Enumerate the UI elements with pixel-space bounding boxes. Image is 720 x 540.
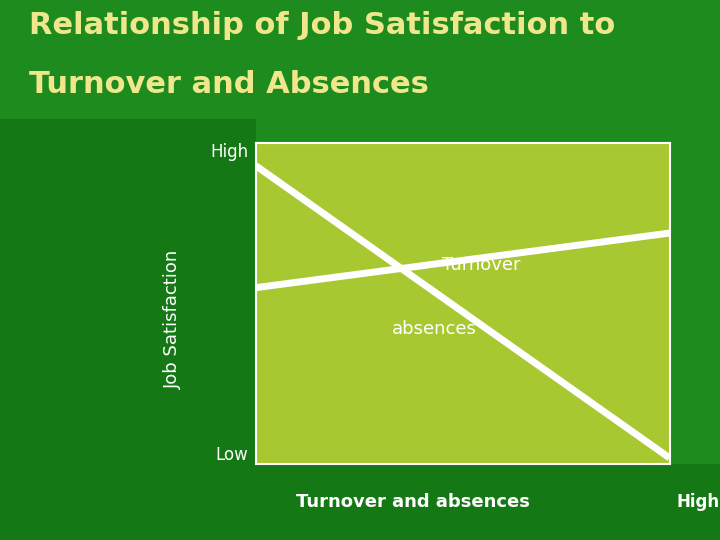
Text: Job Satisfaction: Job Satisfaction: [163, 250, 181, 389]
Text: absences: absences: [392, 320, 477, 339]
Text: Turnover and absences: Turnover and absences: [296, 493, 530, 511]
Text: High: High: [210, 143, 248, 161]
Text: Low: Low: [216, 447, 248, 464]
Text: High: High: [677, 493, 720, 511]
Text: Turnover and Absences: Turnover and Absences: [29, 70, 428, 99]
Text: Relationship of Job Satisfaction to: Relationship of Job Satisfaction to: [29, 11, 615, 40]
Text: Turnover: Turnover: [442, 256, 521, 274]
